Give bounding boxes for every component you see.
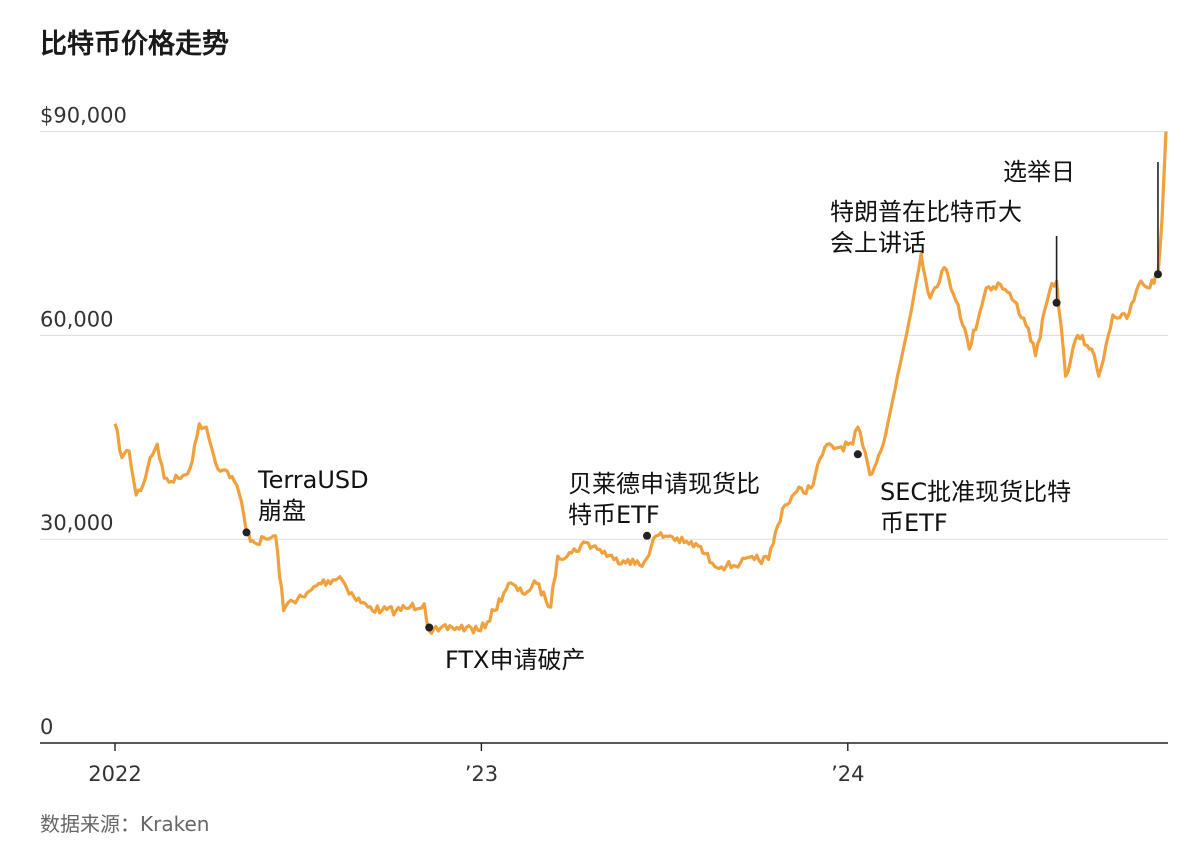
grid-lines (40, 131, 1168, 540)
y-tick-label: 60,000 (40, 307, 113, 331)
annotation-0: TerraUSD 崩盘 (242, 466, 369, 537)
chart-title: 比特币价格走势 (40, 29, 229, 60)
annotation-marker (1153, 270, 1162, 279)
annotation-marker (643, 531, 652, 540)
annotation-marker (1052, 298, 1061, 307)
source-note: 数据来源：Kraken (40, 812, 210, 836)
annotation-marker (853, 450, 862, 459)
price-line (113, 131, 1168, 635)
annotation-label: TerraUSD (257, 466, 369, 494)
x-tick-label: 2022 (88, 762, 141, 786)
x-tick-label: ’23 (465, 762, 498, 786)
annotation-marker (425, 623, 434, 632)
annotation-label: 选举日 (1003, 158, 1075, 186)
annotation-5: 选举日 (1003, 158, 1162, 279)
annotation-1: FTX申请破产 (425, 623, 585, 674)
annotation-label: 贝莱德申请现货比 (568, 470, 760, 498)
annotation-label: 会上讲话 (830, 229, 926, 257)
annotation-label: 特朗普在比特币大 (830, 198, 1022, 226)
y-tick-label: 0 (40, 715, 53, 739)
annotation-marker (242, 528, 251, 537)
annotation-label: 币ETF (880, 509, 948, 537)
y-tick-label: $90,000 (40, 104, 127, 128)
annotation-label: FTX申请破产 (445, 646, 585, 674)
annotation-label: 崩盘 (258, 497, 306, 525)
annotation-label: 特币ETF (568, 501, 660, 529)
x-axis: 2022 ’23 ’24 (40, 742, 1168, 786)
x-tick-label: ’24 (831, 762, 864, 786)
annotation-label: SEC批准现货比特 (880, 478, 1071, 506)
y-tick-label: 30,000 (40, 511, 113, 535)
y-tick-labels: 0 30,000 60,000 $90,000 (40, 104, 127, 739)
